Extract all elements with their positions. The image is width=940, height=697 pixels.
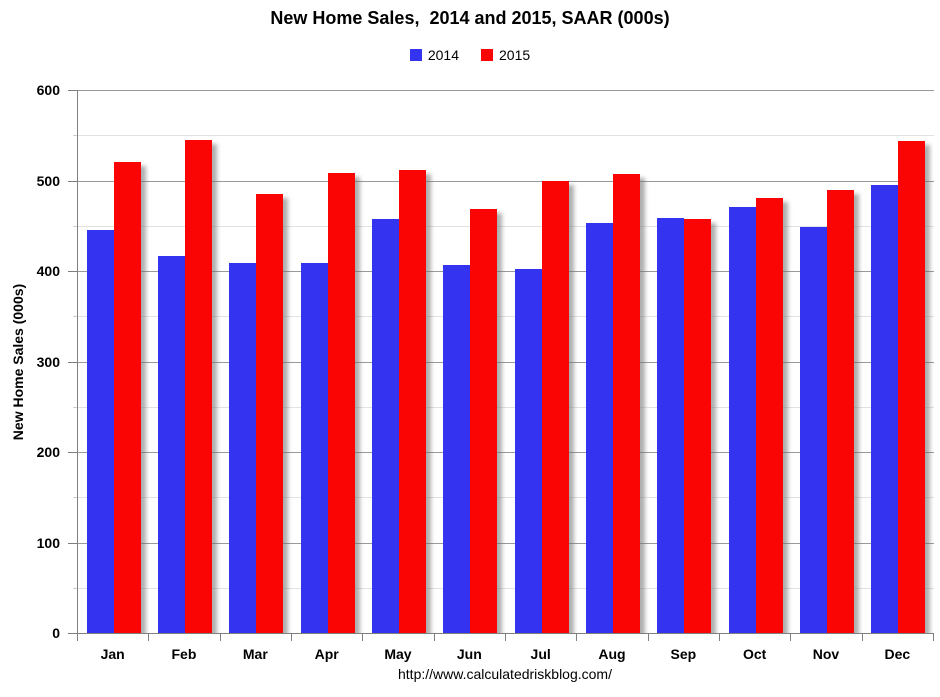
x-axis-tick-8 [647, 633, 649, 641]
x-axis-tick-2 [219, 633, 221, 641]
gridline-major-300 [78, 361, 934, 363]
x-axis-tick-11 [861, 633, 863, 641]
x-tick-label-jul: Jul [530, 646, 551, 662]
gridline-minor-350 [78, 316, 934, 318]
bar-2015-aug [613, 174, 640, 633]
x-axis-tick-0 [77, 633, 78, 641]
y-axis-tick-500 [68, 180, 77, 182]
gridline-major-500 [78, 180, 934, 182]
bar-2014-sep [657, 217, 685, 633]
y-tick-label-500: 500 [36, 172, 60, 189]
y-axis-minor-tick-50 [73, 587, 77, 589]
x-axis-tick-3 [291, 633, 292, 641]
y-axis-minor-tick-550 [73, 135, 77, 137]
gridline-major-400 [78, 271, 934, 272]
y-tick-label-200: 200 [36, 444, 60, 460]
y-axis-minor-tick-150 [73, 497, 77, 499]
legend-swatch-2014-icon [409, 49, 422, 61]
bar-2015-jan [113, 161, 141, 633]
y-axis-tick-600 [68, 90, 77, 91]
y-tick-label-600: 600 [36, 82, 60, 98]
x-tick-label-jun: Jun [456, 646, 482, 662]
bar-2015-feb [185, 139, 212, 633]
bar-2014-jun [443, 264, 471, 633]
x-axis-tick-4 [362, 633, 364, 641]
y-tick-label-300: 300 [36, 353, 60, 370]
x-tick-label-feb: Feb [171, 646, 197, 662]
bar-2014-apr [300, 262, 328, 633]
bar-2014-mar [229, 262, 257, 633]
bar-2014-feb [158, 255, 185, 633]
x-tick-label-aug: Aug [598, 646, 626, 662]
bar-2014-nov [800, 226, 827, 633]
plot-area [77, 90, 934, 634]
x-axis-tick-7 [576, 633, 578, 641]
gridline-minor-50 [78, 587, 934, 589]
x-tick-label-oct: Oct [742, 646, 767, 662]
bar-2015-may [399, 169, 426, 633]
y-axis-tick-400 [68, 271, 77, 272]
x-tick-label-sep: Sep [670, 646, 697, 662]
x-axis-tick-6 [505, 633, 506, 641]
x-axis-tick-1 [148, 633, 150, 641]
x-axis-tick-10 [790, 633, 792, 641]
bar-2015-oct [755, 197, 783, 633]
x-axis-tick-9 [719, 633, 720, 641]
x-tick-label-jan: Jan [100, 646, 125, 662]
gridline-minor-150 [78, 497, 934, 499]
y-axis-minor-tick-450 [73, 225, 77, 227]
bar-2014-oct [728, 206, 756, 633]
y-axis-tick-200 [68, 452, 77, 453]
bar-2015-mar [256, 194, 284, 633]
gridline-major-100 [78, 542, 934, 544]
x-tick-label-mar: Mar [242, 646, 268, 662]
gridline-major-600 [78, 90, 934, 91]
gridline-minor-550 [78, 135, 934, 137]
bar-2015-dec [898, 140, 926, 633]
x-tick-label-apr: Apr [314, 646, 339, 662]
chart-title: New Home Sales, 2014 and 2015, SAAR (000… [270, 8, 670, 28]
y-tick-label-100: 100 [36, 534, 60, 551]
x-tick-label-may: May [384, 646, 412, 662]
bar-2014-aug [586, 223, 613, 633]
gridline-minor-450 [78, 225, 934, 227]
legend: 2014 2015 [0, 47, 940, 63]
y-axis-tick-0 [68, 633, 77, 634]
bar-2014-jan [86, 230, 114, 633]
y-axis-tick-300 [68, 361, 77, 363]
bar-2015-jul [541, 180, 569, 633]
bar-2014-may [372, 219, 399, 633]
gridline-minor-250 [78, 406, 934, 408]
x-tick-label-nov: Nov [812, 646, 840, 662]
bar-2015-apr [327, 173, 355, 633]
y-axis-minor-tick-350 [73, 316, 77, 318]
legend-label-2015: 2015 [499, 47, 531, 63]
legend-item-2014: 2014 [409, 47, 459, 63]
x-axis-tick-12 [933, 633, 934, 641]
bar-2015-nov [827, 189, 854, 633]
legend-swatch-2015-icon [481, 49, 493, 61]
source-url: http://www.calculatedriskblog.com/ [398, 666, 612, 682]
y-axis-tick-100 [68, 542, 77, 544]
bar-2015-jun [470, 208, 498, 633]
legend-item-2015: 2015 [481, 47, 530, 63]
y-axis-minor-tick-250 [73, 406, 77, 408]
legend-label-2014: 2014 [427, 47, 459, 63]
bar-2015-sep [684, 219, 712, 633]
y-tick-label-400: 400 [36, 263, 60, 279]
bar-2014-dec [871, 185, 899, 633]
bar-2014-jul [514, 269, 542, 633]
x-axis-tick-5 [433, 633, 435, 641]
y-tick-label-0: 0 [52, 625, 60, 641]
x-tick-label-dec: Dec [884, 646, 911, 662]
gridline-major-200 [78, 452, 934, 453]
